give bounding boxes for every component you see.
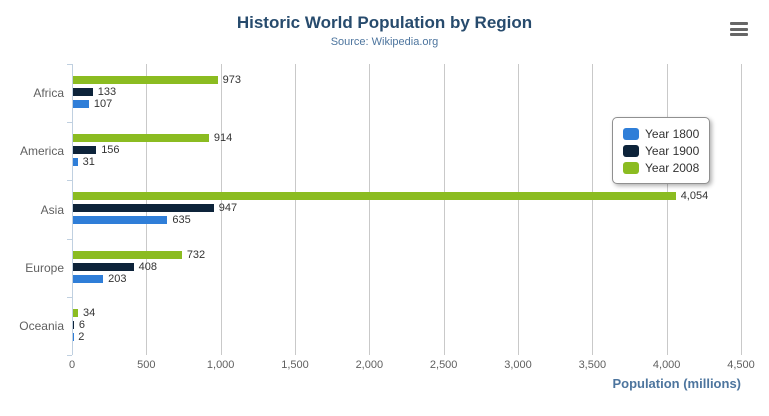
hamburger-bar [730,27,748,31]
bar-america-year-1800[interactable] [73,158,78,167]
bar-asia-year-1900[interactable] [73,204,214,213]
data-label-europe-year-1800: 203 [108,272,127,285]
category-axis-tick [67,355,72,356]
x-tick-label-3000: 3,000 [504,359,532,371]
category-axis-tick [67,122,72,123]
category-label-africa: Africa [33,86,64,101]
x-tick-label-4000: 4,000 [652,359,681,371]
gridline-2500 [443,64,445,355]
data-label-oceania-year-1900: 6 [78,318,86,331]
bar-oceania-year-2008[interactable] [73,308,79,317]
x-tick-label-2500: 2,500 [429,359,458,371]
bar-europe-year-2008[interactable] [73,250,182,259]
legend-swatch-icon [623,161,639,174]
gridline-1500 [295,64,296,355]
category-axis-tick [67,64,72,65]
legend-item-year-1900[interactable]: Year 1900 [623,142,699,159]
chart-title: Historic World Population by Region [236,13,533,32]
data-label-africa-year-2008: 973 [222,74,241,86]
data-label-america-year-1900: 156 [101,144,120,157]
gridline-3000 [518,64,519,355]
legend-item-year-1800[interactable]: Year 1800 [623,125,699,142]
data-label-america-year-2008: 914 [213,132,233,145]
data-label-oceania-year-1800: 2 [78,330,85,343]
gridline-1000 [220,64,222,355]
legend-swatch-icon [623,144,639,157]
bar-europe-year-1900[interactable] [73,262,134,271]
hamburger-menu-icon[interactable] [729,21,749,37]
gridline-2000 [369,64,371,355]
chart-subtitle: Source: Wikipedia.org [330,36,439,48]
category-label-europe: Europe [25,260,64,275]
data-label-europe-year-2008: 732 [186,248,206,261]
data-label-africa-year-1900: 133 [97,86,117,98]
bar-asia-year-2008[interactable] [73,192,676,201]
x-tick-label-1500: 1,500 [281,359,309,371]
bar-africa-year-1900[interactable] [73,88,93,96]
x-tick-label-3500: 3,500 [578,359,607,371]
x-tick-label-500: 500 [137,359,156,371]
bar-africa-year-2008[interactable] [73,76,218,84]
legend-item-year-2008[interactable]: Year 2008 [623,159,699,176]
bar-africa-year-1800[interactable] [73,100,89,108]
category-axis-tick [67,297,72,298]
gridline-4500 [741,64,742,355]
plot-area: 973 133 107 914 156 31 4,054 947 635 732 408 203 34 6… [67,64,742,356]
data-label-asia-year-1800: 635 [172,214,191,227]
category-axis-line [72,64,73,355]
x-tick-label-1000: 1,000 [206,359,235,371]
category-label-oceania: Oceania [19,318,64,333]
hamburger-bar [730,33,748,36]
bar-europe-year-1800[interactable] [73,274,104,283]
bar-oceania-year-1900[interactable] [73,320,74,329]
data-label-asia-year-1900: 947 [218,202,238,215]
category-label-america: America [19,144,64,159]
category-label-asia: Asia [40,202,64,217]
data-label-oceania-year-2008: 34 [83,306,96,319]
legend: Year 1800 Year 1900 Year 2008 [612,117,711,184]
data-label-asia-year-2008: 4,054 [680,190,709,203]
legend-item-label: Year 2008 [645,160,700,175]
bar-asia-year-1800[interactable] [73,216,168,225]
legend-item-label: Year 1900 [645,143,700,158]
data-label-europe-year-1900: 408 [138,260,157,273]
x-tick-label-0: 0 [68,359,76,371]
data-label-africa-year-1800: 107 [93,98,113,110]
bar-america-year-2008[interactable] [73,134,209,143]
x-axis-title: Population (millions) [612,376,741,391]
x-tick-label-4500: 4,500 [727,359,755,371]
x-tick-label-2000: 2,000 [355,359,384,371]
category-axis-tick [67,180,72,181]
bar-america-year-1900[interactable] [73,146,97,155]
legend-item-label: Year 1800 [645,126,700,141]
gridline-4000 [666,64,668,355]
category-axis-tick [67,239,72,240]
hamburger-bar [730,22,748,25]
legend-swatch-icon [623,127,639,140]
data-label-america-year-1800: 31 [82,156,95,169]
gridline-3500 [592,64,594,355]
